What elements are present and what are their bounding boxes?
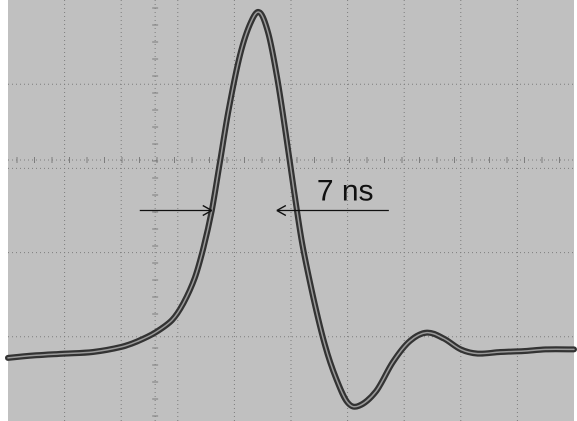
annotations: 7 ns (139, 175, 389, 217)
signal-trace (5, 9, 577, 410)
signal-trace-highlight (7, 11, 575, 408)
width-marker-left-arrowhead (202, 204, 213, 217)
width-marker-label: 7 ns (317, 175, 374, 208)
width-marker-right-arrowhead (276, 204, 287, 217)
